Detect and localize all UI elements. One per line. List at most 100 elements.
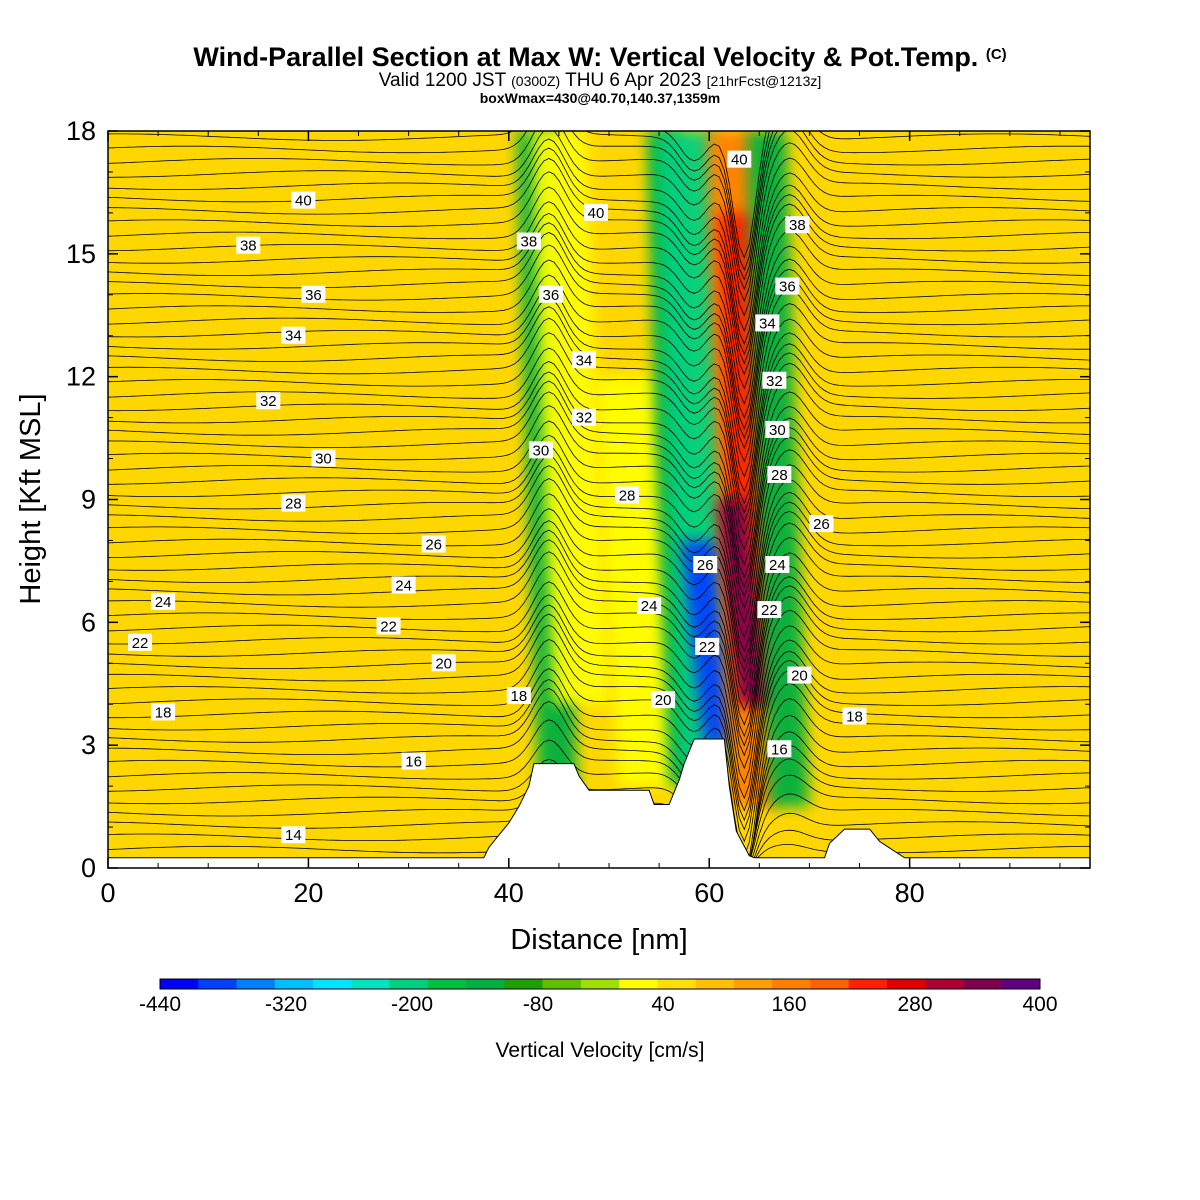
theta-label-text: 30 <box>769 422 786 439</box>
colorbar-swatch <box>274 979 314 989</box>
colorbar-label: -320 <box>265 993 307 1016</box>
x-axis-title: Distance [nm] <box>510 924 687 956</box>
theta-label-text: 26 <box>425 537 442 554</box>
theta-contour-line <box>108 434 1090 609</box>
theta-label-text: 38 <box>521 234 538 251</box>
theta-label-24: 24 <box>637 596 662 615</box>
theta-label-bg <box>767 465 792 483</box>
theta-contour-line <box>108 739 1090 868</box>
theta-label-text: 26 <box>697 557 714 574</box>
theta-label-32: 32 <box>762 371 787 390</box>
theta-label-bg <box>785 216 810 234</box>
theta-label-text: 22 <box>761 602 778 619</box>
theta-label-30: 30 <box>311 449 336 468</box>
theta-label-text: 16 <box>771 741 788 758</box>
theta-label-bg <box>571 408 596 426</box>
theta-label-bg <box>281 326 306 344</box>
theta-label-40: 40 <box>727 150 752 169</box>
theta-label-text: 28 <box>285 496 302 513</box>
y-tick-label: 18 <box>66 116 96 146</box>
colorbar-swatch <box>886 979 926 989</box>
theta-contour-line <box>108 638 1090 822</box>
theta-label-bg <box>651 691 676 709</box>
theta-contour-line <box>108 274 1090 450</box>
theta-contour-line <box>108 520 1090 696</box>
theta-contour-line <box>108 131 1090 302</box>
x-tick-label: 80 <box>895 878 925 908</box>
chart-title: Wind-Parallel Section at Max W: Vertical… <box>0 42 1200 73</box>
theta-label-text: 36 <box>305 287 322 304</box>
theta-label-40: 40 <box>583 203 608 222</box>
theta-label-text: 36 <box>543 287 560 304</box>
theta-label-text: 40 <box>295 193 312 210</box>
colorbar-swatch <box>542 979 582 989</box>
theta-label-14: 14 <box>281 826 306 844</box>
theta-label-20: 20 <box>651 691 676 709</box>
theta-contour-line <box>108 306 1090 493</box>
theta-label-36: 36 <box>301 285 326 304</box>
theta-label-24: 24 <box>765 556 790 574</box>
theta-label-text: 38 <box>240 238 257 255</box>
theta-label-16: 16 <box>401 752 426 771</box>
theta-contour-line <box>108 232 1090 419</box>
theta-contour-line <box>108 131 1090 281</box>
theta-label-bg <box>787 666 812 684</box>
theta-contour-line <box>108 445 1090 624</box>
theta-contour-line <box>108 529 1090 712</box>
theta-label-bg <box>765 556 790 574</box>
theta-label-bg <box>637 596 662 614</box>
colorbar-frame <box>159 978 1041 990</box>
theta-contour-line <box>108 465 1090 653</box>
theta-contour-line <box>108 371 1090 551</box>
theta-label-18: 18 <box>842 707 867 726</box>
theta-contour-line <box>108 420 1090 598</box>
theta-label-18: 18 <box>506 687 531 705</box>
theta-label-26: 26 <box>421 535 446 554</box>
y-tick-label: 9 <box>81 485 96 515</box>
theta-label-text: 40 <box>731 152 748 169</box>
theta-label-18: 18 <box>151 703 176 721</box>
theta-label-text: 22 <box>132 635 149 652</box>
theta-label-text: 18 <box>846 709 863 726</box>
theta-label-22: 22 <box>376 617 401 635</box>
theta-label-text: 18 <box>510 688 527 705</box>
y-tick-label: 6 <box>81 607 96 637</box>
theta-contour-line <box>108 296 1090 478</box>
theta-label-36: 36 <box>538 285 563 304</box>
theta-label-38: 38 <box>516 232 541 251</box>
theta-label-30: 30 <box>528 441 553 459</box>
theta-label-bg <box>767 740 792 758</box>
copyright-mark: (C) <box>985 46 1007 64</box>
theta-label-text: 24 <box>641 598 658 615</box>
theta-label-22: 22 <box>128 633 153 652</box>
theta-contour-line <box>108 678 1090 857</box>
theta-label-16: 16 <box>767 740 792 758</box>
theta-label-bg <box>256 392 281 410</box>
theta-contours <box>108 131 1090 868</box>
colorbar-label: 40 <box>651 993 674 1016</box>
colorbar-swatch <box>695 979 735 989</box>
theta-label-bg <box>301 285 326 303</box>
theta-label-text: 34 <box>285 328 302 345</box>
y-tick-label: 3 <box>81 730 96 760</box>
theta-contour-line <box>108 380 1090 566</box>
theta-label-text: 28 <box>619 487 636 504</box>
theta-label-bg <box>516 232 541 250</box>
contour-labels: 40 38 36 34 32 30 28 26 24 24 22 22 20 18 18 16 14 40 40 38… <box>128 150 867 844</box>
x-tick-label: 60 <box>694 878 724 908</box>
theta-label-bg <box>615 486 640 504</box>
theta-contour-line <box>108 493 1090 672</box>
colorbar-swatch <box>963 979 1003 989</box>
theta-label-30: 30 <box>765 420 790 439</box>
theta-contour-line <box>108 222 1090 405</box>
valid-utc: (0300Z) <box>511 73 561 89</box>
theta-contour-line <box>108 287 1090 463</box>
theta-label-32: 32 <box>256 392 281 410</box>
theta-label-text: 34 <box>576 352 593 369</box>
colorbar-title: Vertical Velocity [cm/s] <box>496 1039 705 1062</box>
theta-contour-line <box>108 147 1090 332</box>
theta-label-bg <box>421 535 446 553</box>
colorbar-swatch <box>236 979 276 989</box>
